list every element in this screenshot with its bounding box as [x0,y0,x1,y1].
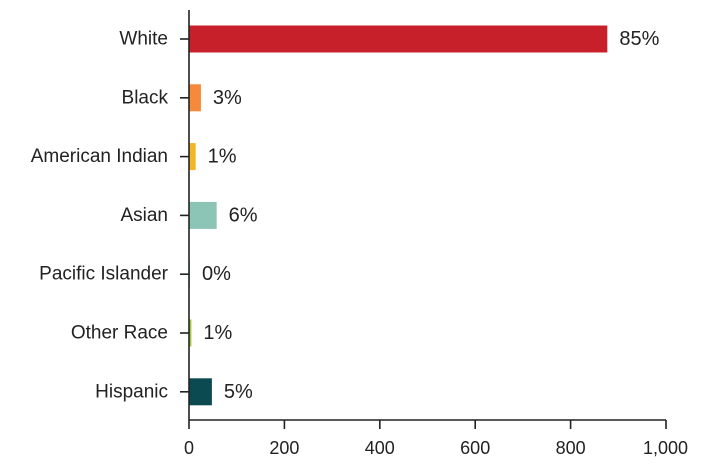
y-ticks-layer [180,38,189,393]
x-ticks-layer: 0 200 400 600 800 1,000 [184,420,688,458]
category-label-asian: Asian [120,205,168,226]
bar-asian [189,201,217,229]
x-tick-label-200: 200 [269,438,299,458]
bar-black [189,84,201,112]
x-tick-label-400: 400 [365,438,395,458]
category-label-hispanic: Hispanic [95,381,168,402]
data-label-hispanic: 5% [224,381,253,403]
category-label-pacific-islander: Pacific Islander [39,264,169,285]
bars-layer [189,25,608,406]
data-label-pacific-islander: 0% [202,263,231,285]
x-tick-label-800: 800 [556,438,586,458]
data-label-american-indian: 1% [208,146,237,168]
category-label-black: Black [122,87,169,108]
bar-american-indian [189,143,196,171]
data-label-other-race: 1% [203,322,232,344]
data-labels-layer: 85% 3% 1% 6% 0% 1% 5% [202,28,660,403]
x-tick-label-0: 0 [184,438,194,458]
category-label-white: White [119,29,168,50]
x-tick-label-1-000: 1,000 [643,438,688,458]
category-label-american-indian: American Indian [31,146,168,167]
x-tick-label-600: 600 [460,438,490,458]
data-label-black: 3% [213,87,242,109]
bar-hispanic [189,378,212,406]
data-label-asian: 6% [229,204,258,226]
data-label-white: 85% [619,28,659,50]
category-label-other-race: Other Race [71,323,168,344]
category-labels-layer: White Black American Indian Asian Pacific Is… [31,29,169,403]
bar-other-race [189,319,192,347]
bar-white [189,25,608,53]
